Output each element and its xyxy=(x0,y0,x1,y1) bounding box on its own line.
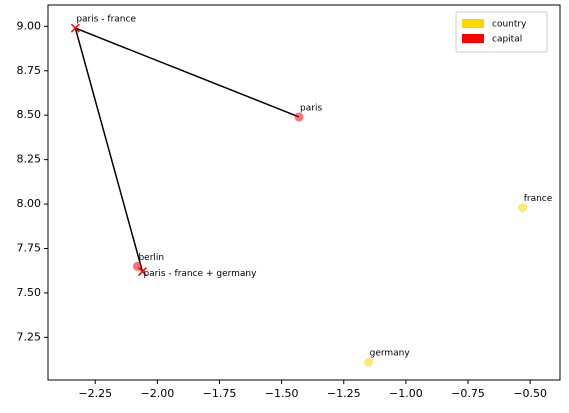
point-label: paris - france xyxy=(76,15,136,25)
y-tick-label: 7.75 xyxy=(17,241,42,254)
y-tick-label: 7.50 xyxy=(17,286,42,299)
y-tick-label: 8.00 xyxy=(17,197,42,210)
vector-line xyxy=(74,27,144,272)
point xyxy=(518,203,528,213)
x-tick-label: −0.75 xyxy=(451,387,485,400)
y-tick-label: 8.50 xyxy=(17,108,42,121)
point xyxy=(364,357,374,367)
legend-swatch xyxy=(462,19,484,28)
x-tick-label: −1.00 xyxy=(389,387,423,400)
y-tick-label: 8.25 xyxy=(17,153,42,166)
point-label: germany xyxy=(370,349,411,359)
y-tick-label: 9.00 xyxy=(17,19,42,32)
x-tick-label: −1.75 xyxy=(203,387,237,400)
point-label: berlin xyxy=(138,253,164,263)
legend: country capital xyxy=(455,11,548,53)
y-tick-label: 7.25 xyxy=(17,330,42,343)
x-tick-label: −1.25 xyxy=(327,387,361,400)
legend-label: capital xyxy=(492,35,522,45)
legend-swatch xyxy=(462,34,484,43)
point-label: paris xyxy=(300,103,322,113)
legend-label: country xyxy=(492,20,527,30)
axes-frame xyxy=(47,4,561,381)
x-tick-label: −2.00 xyxy=(140,387,174,400)
legend-box xyxy=(455,11,548,53)
vector-line xyxy=(75,27,300,118)
result-marker xyxy=(137,267,147,277)
point-label: paris - france + germany xyxy=(143,269,257,279)
y-tick-label: 8.75 xyxy=(17,64,42,77)
x-tick-label: −0.50 xyxy=(513,387,547,400)
point xyxy=(294,112,304,122)
x-tick-label: −2.25 xyxy=(78,387,112,400)
point-label: france xyxy=(524,194,553,204)
result-marker xyxy=(70,23,80,33)
x-tick-label: −1.50 xyxy=(265,387,299,400)
